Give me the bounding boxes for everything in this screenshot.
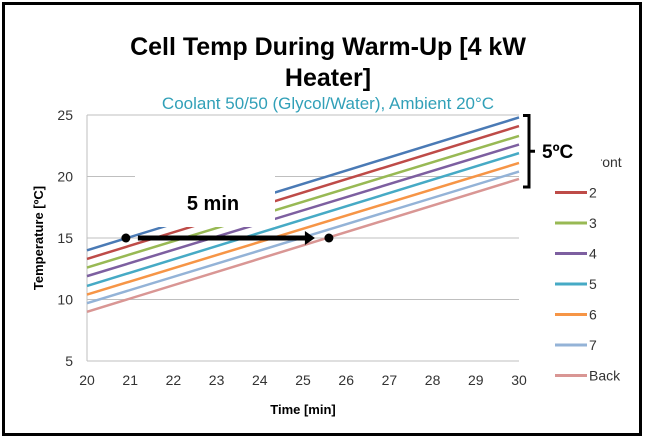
y-tick-label: 25 — [57, 107, 73, 123]
legend-label-3: 3 — [589, 215, 597, 231]
chart-subtitle: Coolant 50/50 (Glycol/Water), Ambient 20… — [162, 94, 494, 113]
legend-label-4: 4 — [589, 246, 597, 262]
series-line-4 — [86, 143, 520, 278]
time-annotation-label: 5 min — [187, 193, 239, 215]
y-tick-label: 15 — [57, 230, 73, 246]
series-line-5 — [86, 151, 520, 288]
x-tick-label: 29 — [468, 372, 484, 388]
y-axis-label: Temperature [ºC] — [31, 186, 46, 290]
y-tick-label: 10 — [57, 292, 73, 308]
x-tick-label: 27 — [382, 372, 398, 388]
x-tick-label: 22 — [166, 372, 182, 388]
end-dot — [324, 233, 334, 243]
time-arrow-head — [304, 231, 315, 245]
x-tick-label: 25 — [295, 372, 311, 388]
chart-title-line-1: Cell Temp During Warm-Up [4 kW — [130, 33, 526, 61]
series-line-6 — [86, 161, 520, 296]
y-tick-label: 20 — [57, 169, 73, 185]
x-tick-label: 26 — [338, 372, 354, 388]
y-tick-label: 5 — [65, 353, 73, 369]
legend-label-2: 2 — [589, 185, 597, 201]
chart-frame — [2, 2, 642, 436]
legend-cover — [545, 140, 601, 176]
x-axis-label: Time [min] — [270, 402, 336, 417]
series-line-front — [86, 116, 520, 252]
legend-label-5: 5 — [589, 276, 597, 292]
start-dot — [121, 233, 131, 243]
x-tick-label: 23 — [209, 372, 225, 388]
chart-title-line-2: Heater] — [285, 64, 371, 92]
x-tick-label: 24 — [252, 372, 268, 388]
x-tick-label: 28 — [425, 372, 441, 388]
legend-label-back: Back — [589, 368, 621, 384]
spread-bracket — [523, 113, 535, 189]
x-tick-label: 20 — [79, 372, 95, 388]
series-line-back — [86, 177, 520, 313]
legend-label-7: 7 — [589, 337, 597, 353]
spread-annotation-label: 5ºC — [542, 142, 574, 163]
label-backdrop — [135, 165, 275, 227]
x-tick-label: 21 — [122, 372, 138, 388]
x-tick-label: 30 — [511, 372, 527, 388]
series-line-3 — [86, 134, 520, 269]
legend-label-6: 6 — [589, 307, 597, 323]
